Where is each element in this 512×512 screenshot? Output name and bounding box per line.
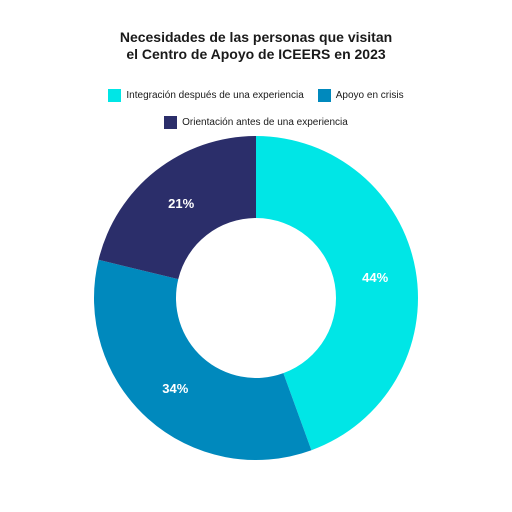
legend-label-orientacion: Orientación antes de una experiencia — [182, 117, 348, 128]
donut-labels: 44% 34% 21% — [162, 196, 388, 396]
donut-slices — [93, 136, 418, 460]
legend-label-apoyo: Apoyo en crisis — [335, 90, 404, 101]
legend-row-2: Orientación antes de una experiencia — [0, 116, 512, 129]
slice-apoyo — [93, 259, 312, 460]
slice-integracion — [256, 136, 418, 451]
legend-swatch-integracion — [108, 89, 122, 102]
slice-label-orientacion: 21% — [168, 196, 194, 211]
legend-item-orientacion: Orientación antes de una experiencia — [164, 116, 348, 129]
chart-title-line-2: el Centro de Apoyo de ICEERS en 2023 — [126, 46, 386, 62]
legend-item-apoyo: Apoyo en crisis — [317, 89, 404, 102]
legend-row-1: Integración después de una experiencia A… — [0, 89, 512, 102]
slice-orientacion — [98, 136, 256, 280]
slice-label-apoyo: 34% — [162, 381, 188, 396]
legend-swatch-apoyo — [317, 89, 331, 102]
legend-swatch-orientacion — [164, 116, 178, 129]
legend-item-integracion: Integración después de una experiencia — [108, 89, 304, 102]
slice-label-integracion: 44% — [362, 270, 388, 285]
legend-label-integracion: Integración después de una experiencia — [126, 90, 304, 101]
chart-title: Necesidades de las personas que visitan … — [0, 29, 512, 63]
chart-title-line-1: Necesidades de las personas que visitan — [119, 29, 393, 45]
